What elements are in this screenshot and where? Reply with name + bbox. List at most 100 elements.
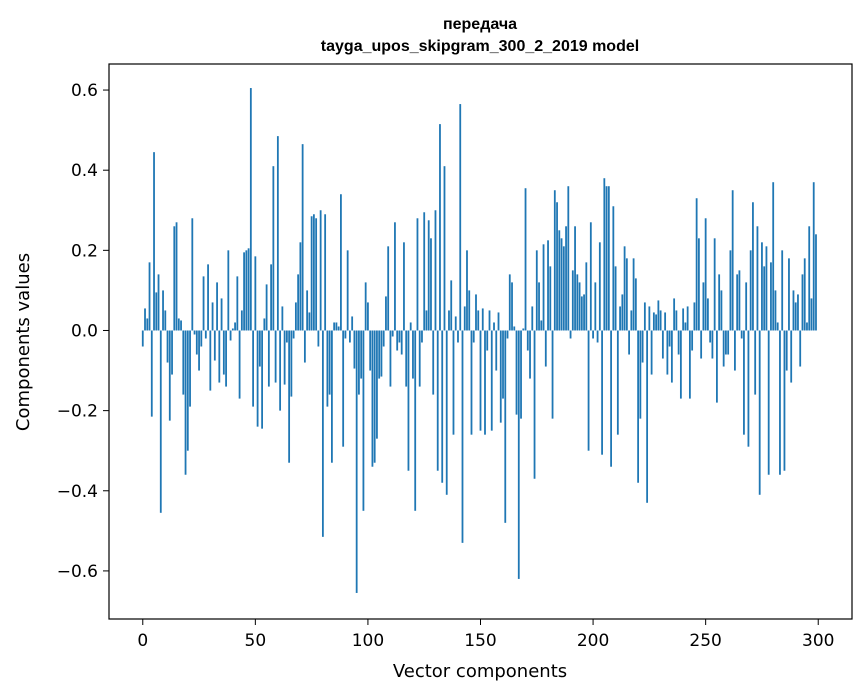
bar-113 bbox=[396, 330, 399, 351]
bar-206 bbox=[605, 186, 608, 331]
bar-3 bbox=[148, 262, 151, 331]
bar-143 bbox=[463, 306, 466, 331]
bar-151 bbox=[481, 308, 484, 331]
bar-220 bbox=[637, 330, 640, 483]
bar-105 bbox=[378, 330, 381, 379]
bar-156 bbox=[493, 322, 495, 331]
bar-298 bbox=[812, 182, 815, 331]
bar-291 bbox=[797, 294, 799, 331]
bar-24 bbox=[195, 330, 198, 355]
bar-271 bbox=[752, 202, 754, 331]
bar-246 bbox=[695, 198, 698, 331]
bar-110 bbox=[389, 330, 392, 387]
bar-195 bbox=[580, 296, 583, 331]
x-tick-label: 200 bbox=[577, 631, 609, 651]
bar-285 bbox=[783, 330, 786, 471]
bar-292 bbox=[799, 330, 802, 367]
bar-37 bbox=[225, 330, 227, 387]
bar-50 bbox=[254, 256, 257, 331]
bar-28 bbox=[204, 330, 207, 339]
bar-192 bbox=[574, 226, 576, 331]
x-tick-label: 0 bbox=[137, 631, 148, 651]
bar-275 bbox=[761, 242, 763, 331]
bar-0 bbox=[141, 330, 144, 347]
bar-136 bbox=[448, 310, 450, 331]
bar-128 bbox=[430, 238, 432, 331]
bar-93 bbox=[351, 316, 354, 331]
bar-106 bbox=[380, 330, 383, 377]
bar-286 bbox=[785, 330, 788, 371]
bar-181 bbox=[549, 266, 552, 331]
bar-5 bbox=[153, 152, 155, 331]
bar-171 bbox=[526, 330, 529, 351]
bar-20 bbox=[186, 330, 189, 451]
bar-211 bbox=[616, 330, 619, 435]
y-tick-label: −0.6 bbox=[57, 562, 98, 582]
bar-82 bbox=[326, 330, 329, 407]
bar-189 bbox=[567, 186, 570, 331]
bar-268 bbox=[745, 282, 748, 331]
bar-264 bbox=[736, 274, 739, 331]
bar-139 bbox=[454, 316, 457, 331]
bar-71 bbox=[301, 144, 304, 331]
x-tick-label: 150 bbox=[464, 631, 496, 651]
bar-92 bbox=[349, 330, 351, 343]
bar-235 bbox=[670, 330, 673, 383]
bar-146 bbox=[470, 330, 473, 435]
bar-262 bbox=[731, 190, 734, 331]
bar-46 bbox=[245, 250, 248, 331]
bar-164 bbox=[511, 282, 513, 331]
bar-74 bbox=[308, 312, 311, 331]
bar-2 bbox=[146, 318, 149, 331]
bar-182 bbox=[551, 330, 554, 419]
bar-234 bbox=[668, 330, 671, 347]
bar-196 bbox=[583, 294, 585, 331]
bar-107 bbox=[382, 330, 385, 347]
bar-45 bbox=[243, 252, 245, 331]
bar-216 bbox=[628, 330, 630, 355]
bar-260 bbox=[727, 330, 730, 355]
y-tick-label: 0.4 bbox=[71, 161, 98, 181]
bar-288 bbox=[790, 330, 793, 383]
bar-100 bbox=[367, 302, 369, 331]
bar-41 bbox=[234, 322, 236, 331]
bar-14 bbox=[173, 226, 176, 331]
bar-15 bbox=[175, 222, 178, 331]
bar-222 bbox=[641, 330, 644, 363]
bar-56 bbox=[267, 330, 270, 387]
bar-112 bbox=[394, 222, 396, 331]
bar-185 bbox=[558, 230, 561, 331]
bar-278 bbox=[767, 330, 770, 475]
bar-215 bbox=[625, 258, 628, 331]
bar-223 bbox=[643, 302, 646, 331]
bar-111 bbox=[391, 330, 394, 337]
bar-66 bbox=[290, 330, 293, 397]
bar-135 bbox=[445, 330, 448, 495]
bar-49 bbox=[252, 330, 254, 407]
bar-289 bbox=[792, 290, 795, 331]
bar-226 bbox=[650, 330, 653, 375]
bar-102 bbox=[371, 330, 374, 467]
bar-94 bbox=[353, 330, 356, 369]
y-axis-label: Components values bbox=[13, 253, 34, 431]
bar-186 bbox=[560, 238, 563, 331]
bar-119 bbox=[409, 322, 412, 331]
bar-287 bbox=[788, 258, 790, 331]
y-tick-label: 0.6 bbox=[71, 81, 98, 101]
bar-67 bbox=[292, 330, 295, 339]
bar-26 bbox=[200, 330, 203, 347]
bar-184 bbox=[556, 202, 558, 331]
bar-231 bbox=[661, 330, 664, 359]
bar-134 bbox=[443, 166, 446, 331]
x-tick-label: 50 bbox=[245, 631, 267, 651]
bar-202 bbox=[596, 330, 599, 343]
bar-114 bbox=[398, 330, 401, 343]
bar-101 bbox=[369, 330, 372, 371]
bar-203 bbox=[598, 242, 601, 331]
bar-1 bbox=[144, 308, 146, 331]
bar-138 bbox=[452, 330, 455, 435]
bar-157 bbox=[495, 330, 498, 371]
bar-9 bbox=[162, 290, 164, 331]
bar-244 bbox=[691, 330, 694, 351]
